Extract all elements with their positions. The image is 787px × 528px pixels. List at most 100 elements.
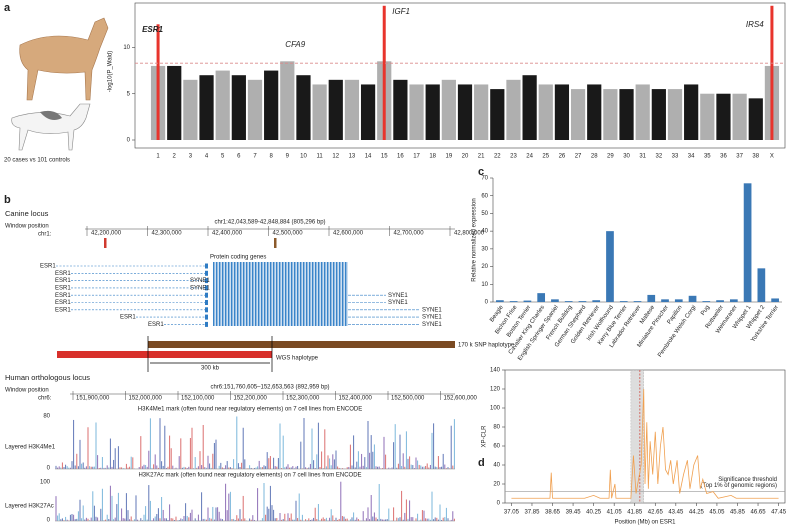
bar <box>578 301 587 302</box>
panel-label: b <box>4 194 11 206</box>
track-max: 80 <box>43 414 50 420</box>
y-tick-label: 20 <box>493 482 500 488</box>
esr1-exon <box>205 292 208 298</box>
bar <box>564 301 573 302</box>
gene-label: ESR1 <box>148 322 164 328</box>
snp-cloud <box>522 75 537 140</box>
bar <box>592 300 601 302</box>
ruler-label: 152,300,000 <box>286 396 320 402</box>
x-axis-label: Position (Mb) on ESR1 <box>614 520 676 526</box>
bar <box>537 293 546 302</box>
bar <box>716 300 724 302</box>
section-title: Human orthologous locus <box>5 373 90 382</box>
x-tick-label: 1 <box>156 154 160 160</box>
x-tick-label: 33 <box>672 154 679 160</box>
x-tick-label: 37.05 <box>504 510 520 516</box>
bar <box>633 301 642 302</box>
track-title: Protein coding genes <box>210 255 266 261</box>
track-min: 0 <box>47 518 51 524</box>
x-tick-label: 42.65 <box>648 510 664 516</box>
x-tick-label: 41.05 <box>607 510 623 516</box>
bar <box>757 268 766 302</box>
x-tick-label: 32 <box>656 154 663 160</box>
bar <box>496 300 504 302</box>
x-tick-label: 7 <box>253 154 257 160</box>
y-tick-label: 5 <box>127 91 131 97</box>
row-label: Window position <box>5 388 49 394</box>
snp-cloud <box>700 93 715 140</box>
x-tick-label: 21 <box>478 154 485 160</box>
plot-frame <box>134 2 786 149</box>
row-label: chr1: <box>38 232 52 238</box>
snp-cloud <box>425 84 440 140</box>
gene-label: SYNE1 <box>422 322 442 328</box>
y-tick-label: 0 <box>127 138 131 144</box>
gene-label: ESR1 <box>55 278 71 284</box>
panel-label: c <box>478 166 484 178</box>
y-tick-label: 20 <box>481 264 488 270</box>
ruler-label: 152,100,000 <box>181 396 215 402</box>
snp-cloud <box>587 84 602 140</box>
y-tick-label: 60 <box>493 444 500 450</box>
bar <box>619 301 628 302</box>
gene-label: SYNE1 <box>190 285 210 291</box>
track-max: 100 <box>40 480 51 486</box>
x-tick-label: 16 <box>397 154 404 160</box>
esr1-position <box>104 238 107 248</box>
x-tick-label: 11 <box>316 154 323 160</box>
ruler-label: 42,600,000 <box>333 231 364 237</box>
significant-peak <box>382 5 386 141</box>
annotation: IGF1 <box>392 7 410 16</box>
snp-cloud <box>360 84 376 140</box>
esr1-exon <box>205 314 208 320</box>
x-tick-label: 17 <box>413 154 420 160</box>
x-tick-label: 47.45 <box>771 510 787 516</box>
x-tick-label: 45.05 <box>709 510 725 516</box>
haplotype-label: 170 k SNP haplotype <box>458 343 515 349</box>
snp-cloud <box>247 79 263 140</box>
x-tick-label: 25 <box>542 154 549 160</box>
snp-cloud <box>603 89 618 140</box>
snp-cloud <box>554 84 570 140</box>
esr1-exon <box>205 285 208 291</box>
bar <box>647 294 656 302</box>
snp-cloud <box>570 89 586 140</box>
gene-label: SYNE1 <box>422 307 442 313</box>
x-tick-label: 10 <box>300 154 307 160</box>
esr1-exon <box>205 270 208 276</box>
snp-cloud <box>409 84 424 140</box>
y-tick-label: 70 <box>481 176 488 182</box>
dog-illustrations <box>11 17 109 151</box>
snp-cloud <box>667 89 683 140</box>
x-tick-label: 45.85 <box>730 510 746 516</box>
snp-cloud <box>684 84 699 140</box>
y-tick-label: 10 <box>481 282 488 288</box>
bar <box>771 298 779 302</box>
caption: 20 cases vs 101 controls <box>4 158 70 164</box>
y-tick-label: 0 <box>485 300 489 306</box>
y-axis-label: XP-CLR <box>482 425 488 448</box>
esr1-exon <box>205 278 208 284</box>
y-tick-label: 80 <box>493 425 500 431</box>
bar <box>729 299 738 302</box>
ruler-label: 152,400,000 <box>339 396 373 402</box>
x-tick-label: 46.65 <box>751 510 767 516</box>
coords: chr6:151,760,605–152,653,563 (892,959 bp… <box>210 385 329 391</box>
x-tick-label: 24 <box>526 154 533 160</box>
ruler-label: 42,400,000 <box>212 231 243 237</box>
gene-label: ESR1 <box>55 285 71 291</box>
snp-cloud <box>732 93 747 140</box>
snp-cloud <box>538 84 553 140</box>
gene-label: ESR1 <box>55 300 71 306</box>
ruler-label: 42,800,000 <box>454 231 485 237</box>
bar <box>688 295 697 302</box>
x-tick-label: 8 <box>269 154 273 160</box>
x-tick-label: 39.45 <box>566 510 582 516</box>
syne1-exons <box>213 262 348 326</box>
esr1-exon <box>205 263 208 269</box>
y-axis-label: Relative normalized expression <box>472 198 478 281</box>
track-min: 0 <box>47 466 51 472</box>
track-name: Layered H3K27Ac <box>5 504 54 510</box>
